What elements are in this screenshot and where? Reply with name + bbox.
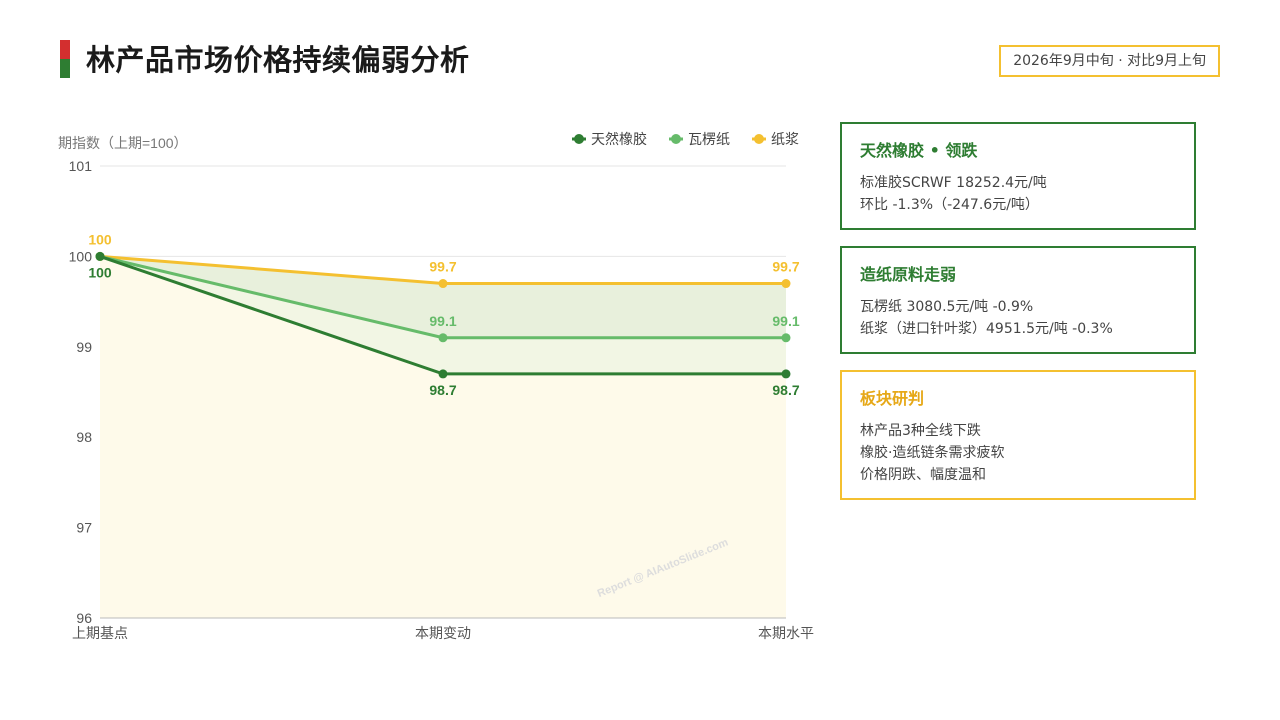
y-tick-label: 98 [76, 429, 92, 445]
y-tick-label: 99 [76, 339, 92, 355]
page-title: 林产品市场价格持续偏弱分析 [86, 43, 470, 77]
data-label-纸浆: 100 [88, 231, 112, 247]
area-天然橡胶 [100, 256, 786, 618]
legend-label-天然橡胶: 天然橡胶 [591, 131, 647, 147]
x-tick-label: 本期变动 [415, 625, 471, 641]
chart-svg: 96 97 98 99 100 101 期指数（上期=100） 上期基点 本期变动 本期水平 100… [58, 131, 814, 641]
y-tick-label: 100 [69, 248, 93, 264]
legend-marker-瓦楞纸 [671, 134, 681, 144]
data-label-纸浆: 99.7 [772, 259, 799, 275]
title-accent-green [60, 59, 70, 78]
card-paper-title: 造纸原料走弱 [860, 265, 957, 284]
legend-marker-天然橡胶 [574, 134, 584, 144]
y-tick-label: 97 [76, 520, 92, 536]
card-judgement-line-1: 林产品3种全线下跌 [860, 423, 981, 439]
legend-label-瓦楞纸: 瓦楞纸 [688, 131, 730, 147]
card-judgement-line-3: 价格阴跌、幅度温和 [860, 467, 986, 483]
data-point-天然橡胶 [438, 369, 448, 379]
card-rubber: 天然橡胶 • 领跌 标准胶SCRWF 18252.4元/吨 环比 -1.3%（-… [840, 122, 1196, 230]
data-label-天然橡胶: 98.7 [772, 382, 799, 398]
data-point-瓦楞纸 [781, 333, 791, 343]
x-tick-label: 上期基点 [72, 625, 128, 641]
title-accent-bar [60, 40, 70, 78]
data-label-纸浆: 99.7 [429, 259, 456, 275]
data-label-瓦楞纸: 99.1 [429, 313, 456, 329]
data-point-纸浆 [781, 279, 791, 289]
card-rubber-line-2: 环比 -1.3%（-247.6元/吨） [860, 197, 1039, 213]
x-tick-label: 本期水平 [758, 625, 814, 641]
data-label-瓦楞纸: 99.1 [772, 313, 799, 329]
data-point-纸浆 [438, 279, 448, 289]
y-tick-label: 96 [76, 610, 92, 626]
data-point-天然橡胶 [781, 369, 791, 379]
y-axis-label: 期指数（上期=100） [58, 135, 188, 151]
data-label-天然橡胶: 100 [88, 264, 112, 280]
card-paper: 造纸原料走弱 瓦楞纸 3080.5元/吨 -0.9% 纸浆（进口针叶浆）4951… [840, 246, 1196, 354]
line-chart: 96 97 98 99 100 101 期指数（上期=100） 上期基点 本期变动 本期水平 100… [0, 110, 830, 670]
legend-label-纸浆: 纸浆 [771, 131, 799, 147]
card-judgement-title: 板块研判 [860, 389, 925, 408]
legend-marker-纸浆 [754, 134, 764, 144]
card-paper-line-2: 纸浆（进口针叶浆）4951.5元/吨 -0.3% [860, 321, 1113, 337]
y-tick-label: 101 [69, 158, 93, 174]
card-judgement-line-2: 橡胶·造纸链条需求疲软 [860, 445, 1005, 461]
card-paper-line-1: 瓦楞纸 3080.5元/吨 -0.9% [860, 299, 1034, 315]
card-rubber-title: 天然橡胶 • 领跌 [860, 141, 978, 160]
title-accent-red [60, 40, 70, 59]
date-badge: 2026年9月中旬 · 对比9月上旬 [999, 45, 1220, 77]
data-point-天然橡胶 [95, 251, 105, 261]
data-label-天然橡胶: 98.7 [429, 382, 456, 398]
card-rubber-line-1: 标准胶SCRWF 18252.4元/吨 [860, 175, 1047, 191]
card-judgement: 板块研判 林产品3种全线下跌 橡胶·造纸链条需求疲软 价格阴跌、幅度温和 [840, 370, 1196, 500]
data-point-瓦楞纸 [438, 333, 448, 343]
